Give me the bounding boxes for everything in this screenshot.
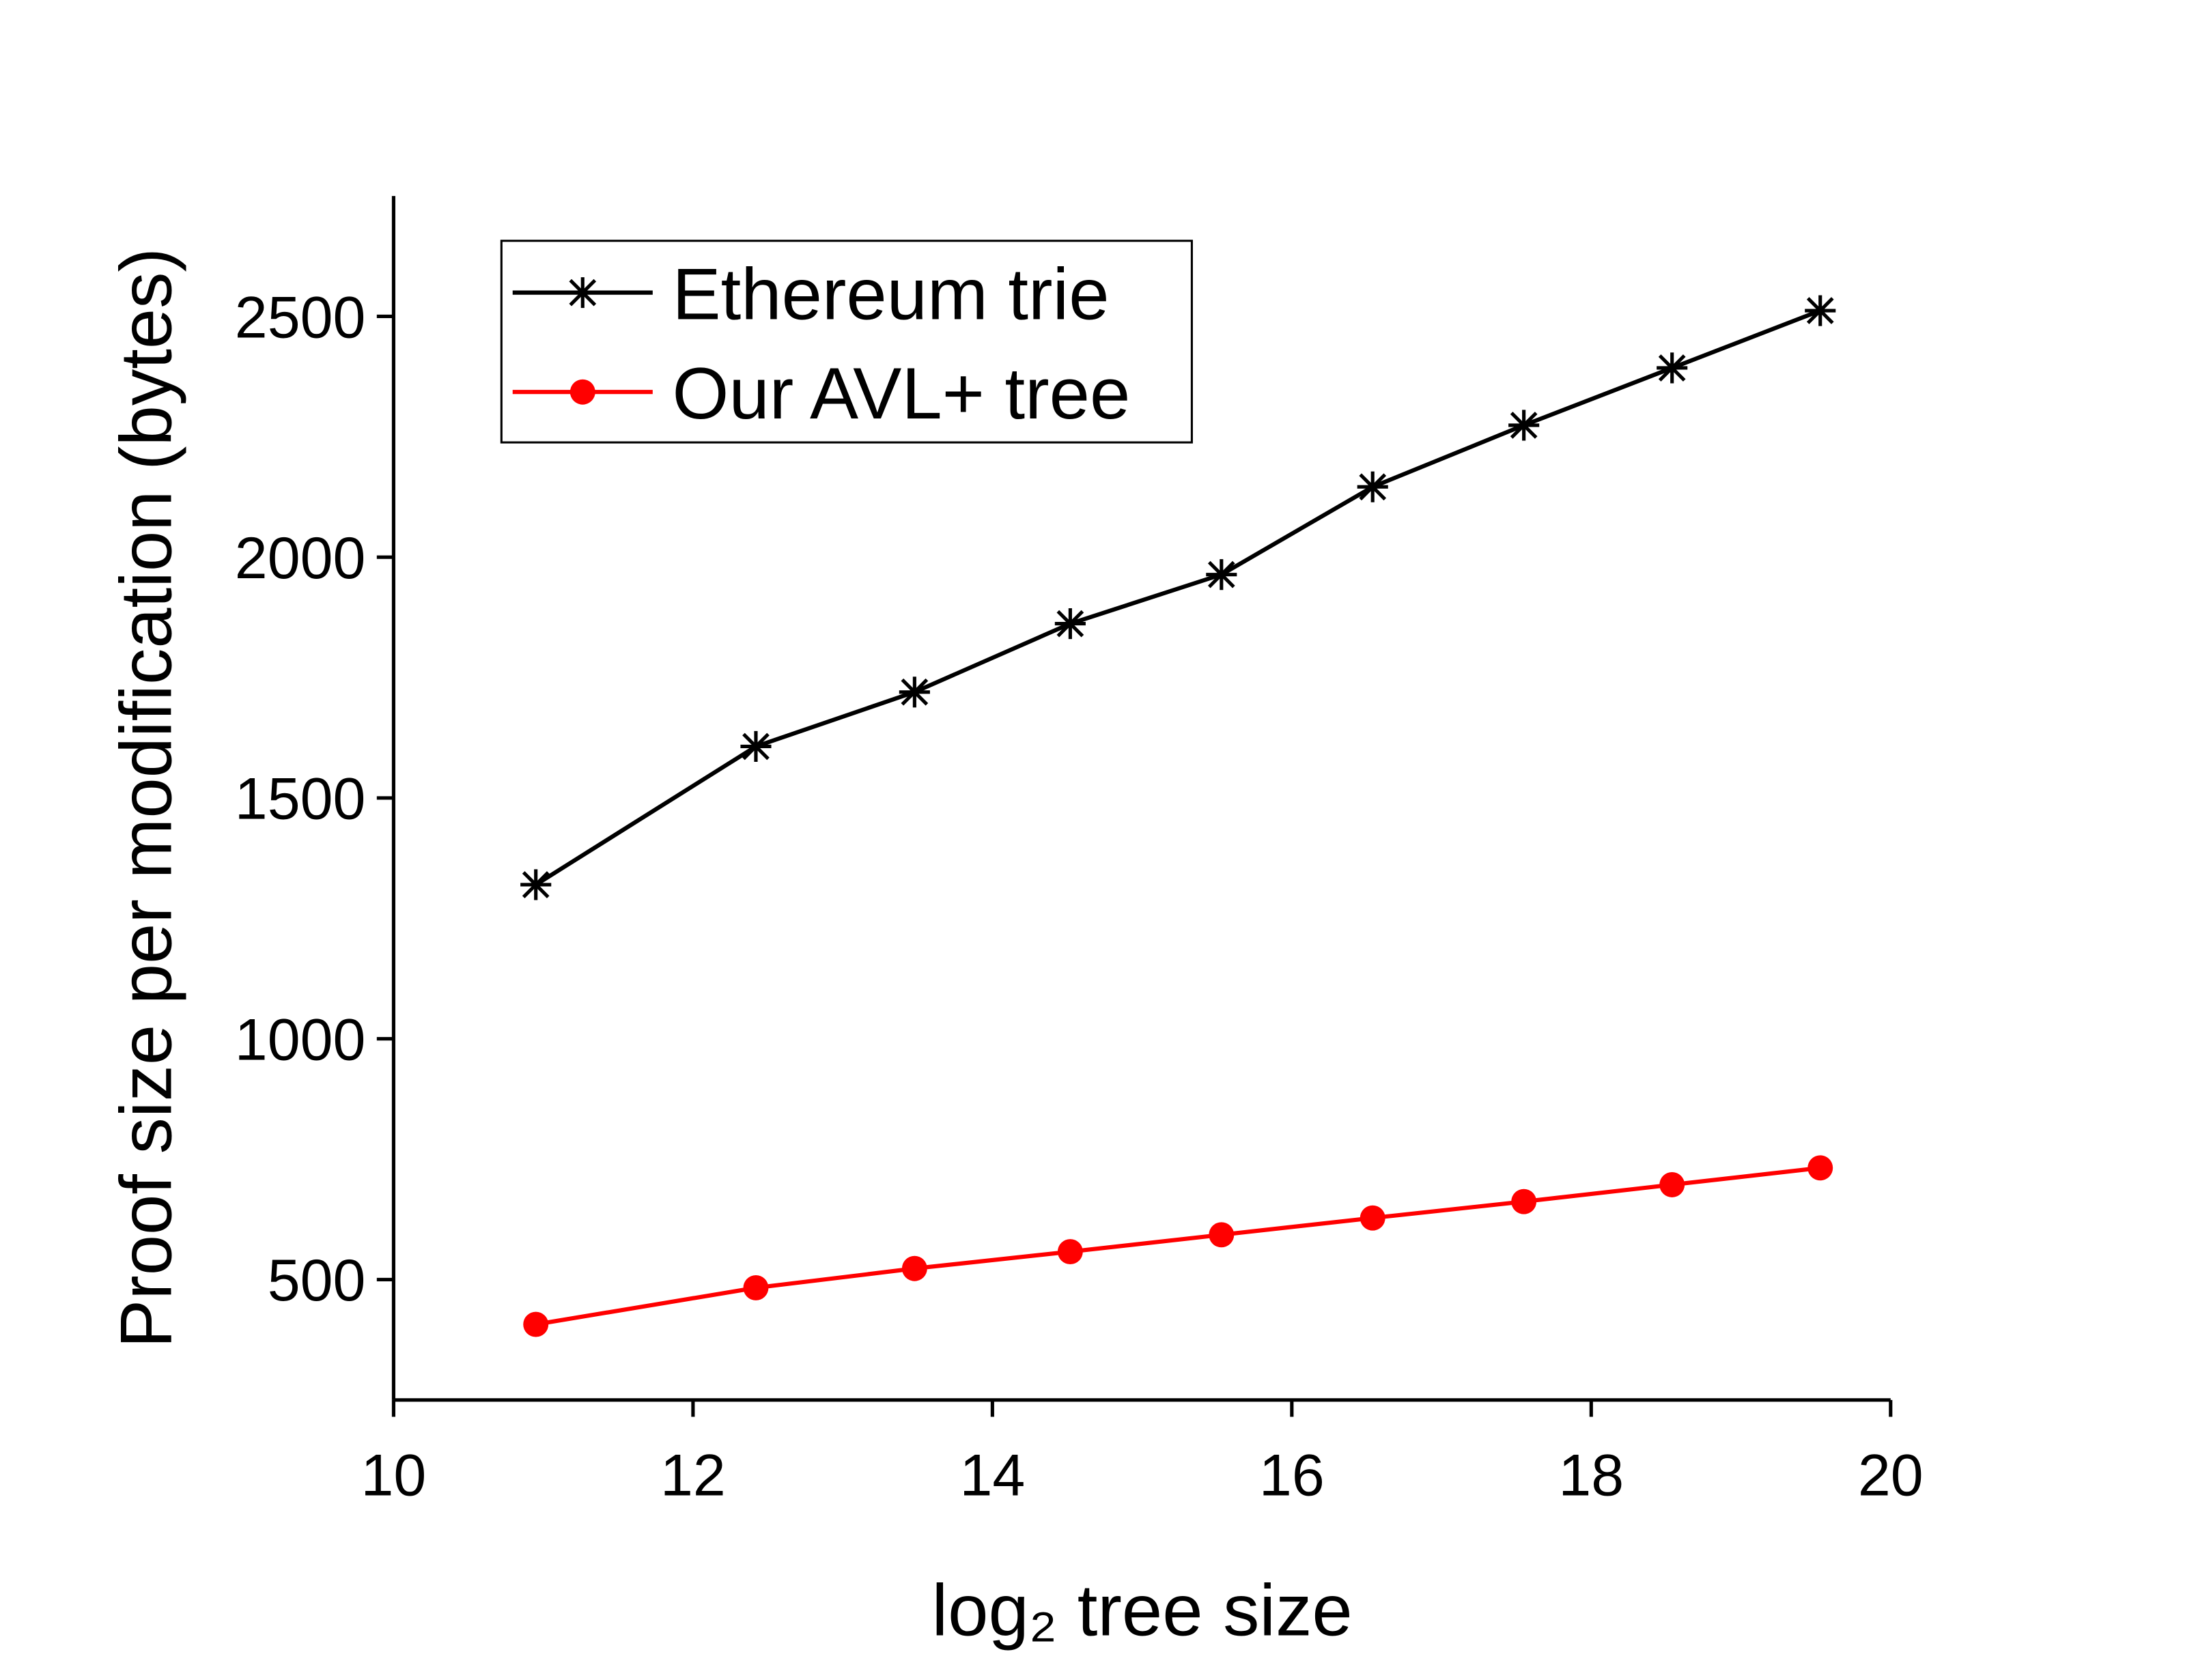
y-axis-label: Proof size per modification (bytes) <box>104 248 186 1348</box>
x-tick-label: 18 <box>1558 1442 1624 1508</box>
point <box>1206 559 1237 590</box>
point <box>1511 1188 1537 1214</box>
y-tick-label: 500 <box>268 1248 366 1313</box>
x-axis-label: log₂ tree size <box>931 1569 1352 1651</box>
point <box>1209 1222 1235 1248</box>
point <box>899 677 930 708</box>
point <box>523 1311 549 1337</box>
point <box>743 1275 769 1300</box>
x-tick-label: 20 <box>1858 1442 1924 1508</box>
y-tick-label: 2500 <box>235 285 366 350</box>
x-tick-label: 16 <box>1259 1442 1325 1508</box>
point <box>520 869 552 900</box>
x-tick-label: 10 <box>361 1442 427 1508</box>
point <box>1357 471 1388 502</box>
point <box>1657 352 1688 384</box>
point <box>1805 295 1836 326</box>
point <box>1508 410 1540 441</box>
point <box>1054 608 1086 640</box>
legend-marker <box>569 379 595 405</box>
legend-label: Our AVL+ tree <box>673 352 1131 434</box>
point <box>1360 1205 1385 1231</box>
legend-label: Ethereum trie <box>673 253 1110 335</box>
point <box>1057 1239 1083 1265</box>
point <box>1807 1155 1833 1181</box>
point <box>901 1255 927 1281</box>
legend-marker <box>567 277 598 309</box>
legend-box <box>500 240 1193 444</box>
point <box>1659 1172 1685 1197</box>
y-tick-label: 1500 <box>235 767 366 832</box>
point <box>740 730 772 763</box>
x-tick-label: 14 <box>959 1442 1025 1508</box>
y-tick-label: 1000 <box>235 1007 366 1072</box>
y-tick-label: 2000 <box>235 526 366 591</box>
x-tick-label: 12 <box>660 1442 726 1508</box>
